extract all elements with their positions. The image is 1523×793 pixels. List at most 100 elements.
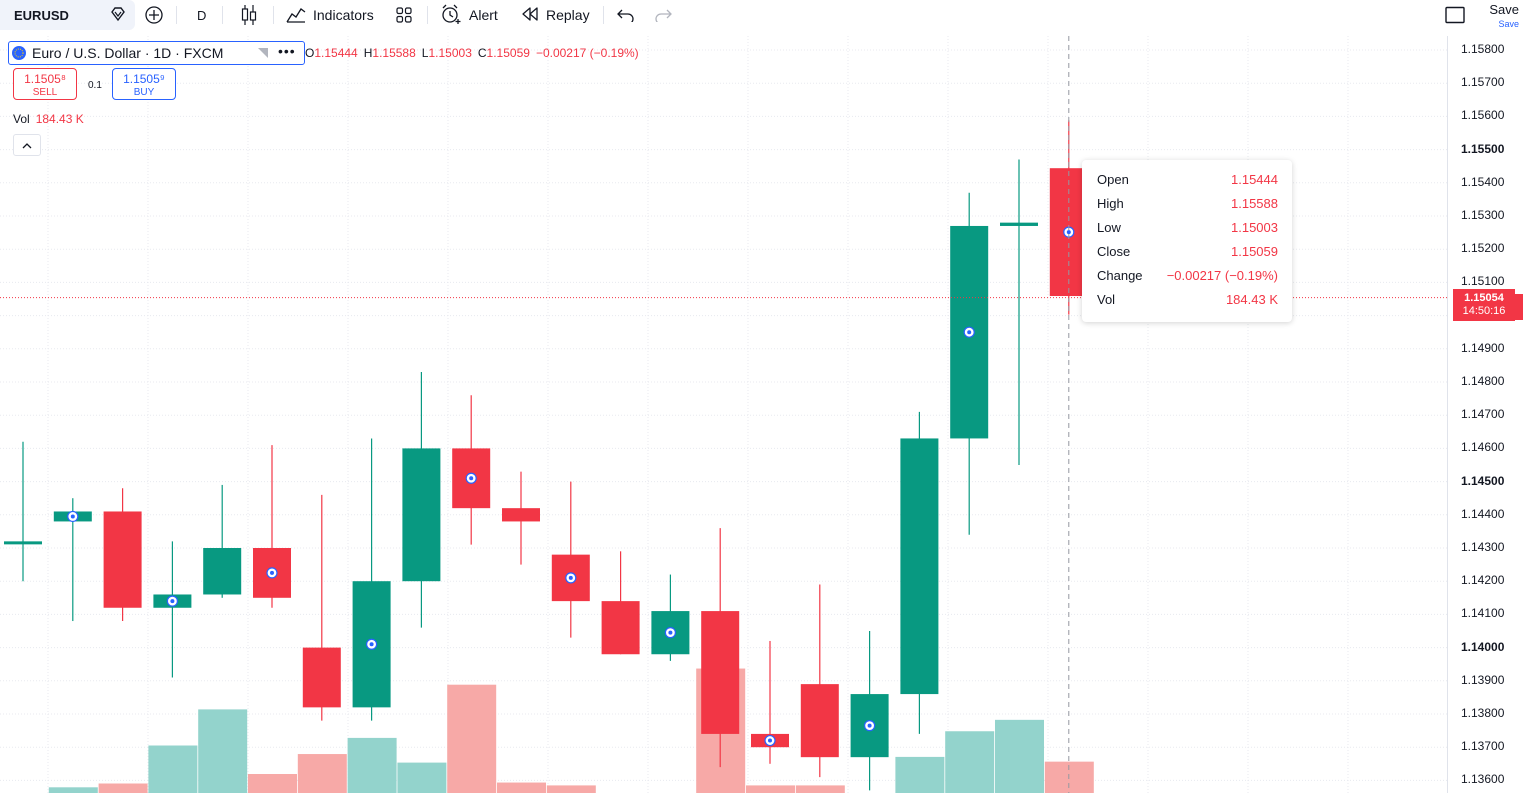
tooltip-label: High (1097, 196, 1124, 211)
buy-label: BUY (133, 87, 155, 98)
price-tick-label: 1.14300 (1461, 540, 1505, 554)
tooltip-value: 1.15059 (1231, 244, 1278, 259)
alert-button[interactable]: Alert (440, 0, 498, 30)
volume-bar (48, 787, 98, 793)
fullscreen-icon[interactable] (1445, 0, 1465, 30)
price-tick-label: 1.15400 (1461, 174, 1505, 189)
indicators-label: Indicators (313, 7, 374, 23)
templates-grid-icon[interactable] (395, 0, 413, 30)
change-value: −0.00217 (−0.19%) (535, 46, 639, 60)
trade-marker-icon (764, 734, 776, 747)
trade-marker-icon (266, 567, 278, 579)
candle-body (1000, 222, 1038, 226)
tag-icon[interactable] (257, 46, 269, 64)
tooltip-label: Close (1097, 244, 1131, 259)
compare-add-icon[interactable] (144, 0, 164, 30)
interval-button[interactable]: D (197, 7, 207, 23)
chart-pane[interactable] (0, 36, 1447, 793)
diamond-icon[interactable] (108, 6, 128, 27)
indicators-button[interactable]: Indicators (286, 0, 374, 30)
price-tick-label: 1.14600 (1461, 440, 1505, 455)
tooltip-value: 184.43 K (1225, 292, 1278, 307)
price-tick-label: 1.14900 (1461, 340, 1505, 355)
symbol-legend[interactable]: Euro / U.S. Dollar · 1D · FXCM ••• (8, 41, 305, 65)
volume-bar (895, 756, 945, 793)
tooltip-value: 1.15444 (1231, 172, 1278, 187)
volume-bar (945, 731, 995, 793)
price-tick-label: 1.14500 (1461, 473, 1505, 488)
buy-price: 1.1505⁹ (123, 72, 165, 86)
trade-marker-icon (465, 472, 477, 484)
replay-button[interactable]: Replay (521, 0, 590, 30)
volume-bar (98, 783, 148, 793)
candle-body (302, 647, 341, 708)
order-quantity[interactable]: 0.1 (88, 80, 102, 91)
tooltip-row: Vol 184.43 K (1097, 292, 1278, 312)
candle-body (800, 684, 839, 758)
sell-price: 1.1505⁸ (24, 72, 66, 86)
candles-chart-type-icon[interactable] (240, 0, 258, 30)
open-key: O (305, 46, 315, 60)
redo-icon[interactable] (654, 0, 672, 30)
price-tick-label: 1.13800 (1461, 706, 1505, 720)
tooltip-row: High 1.15588 (1097, 196, 1278, 216)
trade-marker-icon (67, 510, 79, 523)
price-tick-label: 1.14200 (1461, 573, 1505, 588)
volume-bar (347, 737, 397, 793)
volume-bar (497, 782, 546, 793)
save-sublabel: Save (1498, 19, 1519, 29)
replay-icon (521, 6, 539, 24)
price-tick-label: 1.15600 (1461, 108, 1505, 123)
tooltip-row: Low 1.15003 (1097, 220, 1278, 240)
candle-body (601, 601, 640, 655)
volume-bar (795, 785, 845, 793)
price-tick-label: 1.13600 (1461, 772, 1505, 787)
tooltip-value: 1.15588 (1231, 196, 1278, 211)
sell-label: SELL (32, 87, 58, 98)
undo-icon[interactable] (617, 0, 635, 30)
buy-button[interactable]: 1.1505⁹ BUY (112, 68, 176, 100)
volume-bar (397, 762, 447, 793)
eu-flag-icon (12, 46, 26, 60)
alert-label: Alert (469, 7, 498, 23)
volume-bar (746, 785, 795, 793)
open-value: 1.15444 (314, 46, 358, 60)
price-tick-label: 1.15700 (1461, 75, 1505, 90)
top-toolbar: EURUSD D Indicators Alert Replay (0, 0, 1523, 30)
alarm-clock-icon (440, 3, 462, 28)
price-tick-label: 1.14400 (1461, 506, 1505, 521)
volume-bar (198, 709, 248, 793)
tooltip-label: Change (1097, 268, 1143, 283)
toolbar-divider (176, 6, 177, 24)
price-tick-label: 1.14100 (1461, 606, 1505, 621)
trade-marker-icon (664, 627, 677, 639)
tooltip-value: 1.15003 (1231, 220, 1278, 235)
trade-marker-icon (963, 326, 975, 338)
trade-marker-icon (863, 720, 876, 732)
save-button[interactable]: Save Save (1489, 0, 1519, 32)
tooltip-label: Vol (1097, 292, 1116, 307)
toolbar-divider (427, 6, 428, 24)
volume-bar (248, 774, 297, 793)
candles (4, 120, 1088, 791)
volume-bar (148, 745, 198, 793)
low-key: L (421, 46, 429, 60)
legend-title: Euro / U.S. Dollar · 1D · FXCM (32, 45, 224, 61)
symbol-search-button[interactable]: EURUSD (0, 0, 135, 30)
volume-legend: Vol 184.43 K (13, 112, 84, 126)
sell-button[interactable]: 1.1505⁸ SELL (13, 68, 77, 100)
trade-marker-icon (366, 638, 378, 650)
volume-bar (546, 785, 596, 793)
price-scale[interactable]: 1.15800 1.15700 1.15600 1.15500 1.15400 1.153… (1447, 36, 1523, 793)
chevron-up-icon (22, 136, 32, 154)
candle-body (402, 448, 441, 582)
volume-label: Vol (13, 112, 30, 126)
more-options-icon[interactable]: ••• (278, 43, 296, 59)
replay-label: Replay (546, 7, 590, 23)
tooltip-label: Low (1097, 220, 1121, 235)
candle-body (502, 508, 540, 522)
collapse-legend-button[interactable] (13, 134, 41, 156)
crosshair-and-price-line (0, 36, 1447, 793)
price-tick-label: 1.13700 (1461, 739, 1505, 754)
last-price-value: 1.15054 (1464, 292, 1504, 304)
